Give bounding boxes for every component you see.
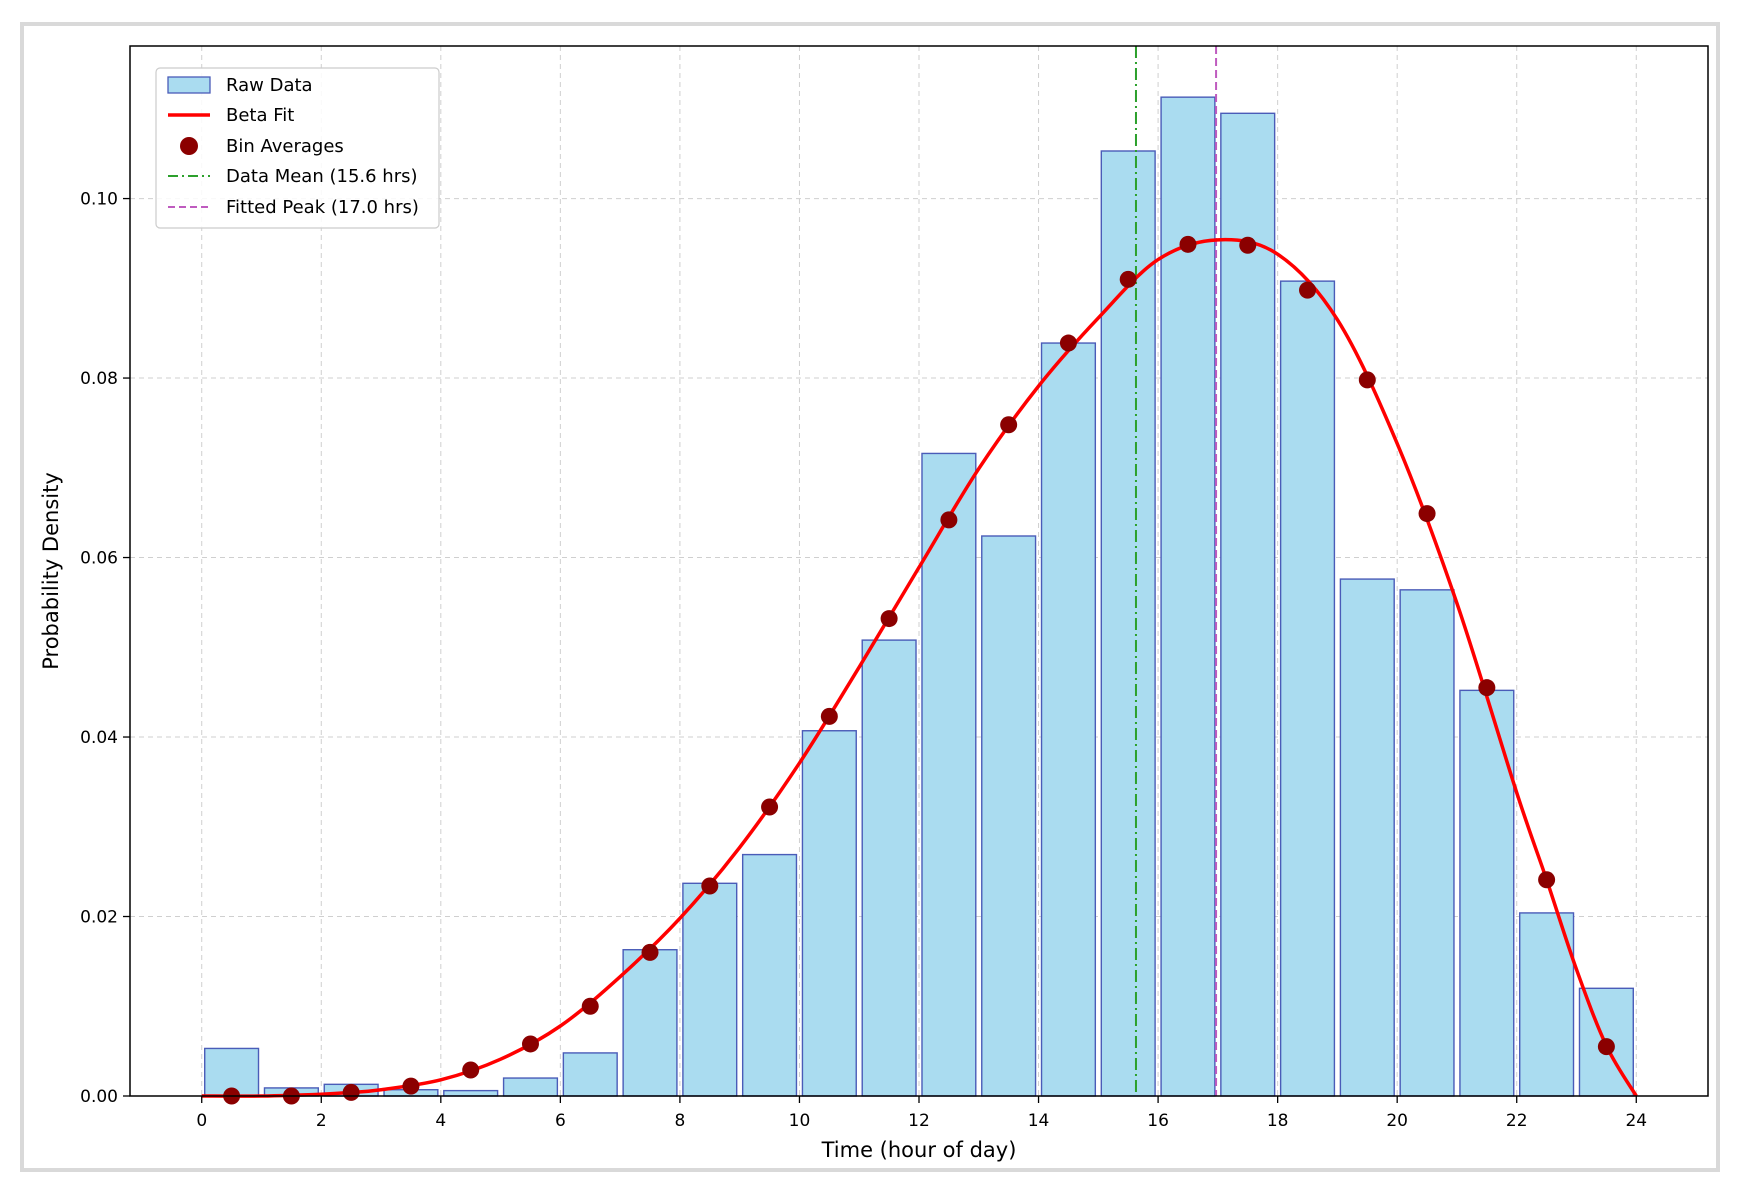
fit-curve (201, 237, 1638, 1098)
y-tick-label: 0.06 (80, 549, 118, 569)
bin-average-point (880, 610, 898, 628)
histogram-bar (502, 1077, 559, 1097)
histogram-bar (981, 535, 1037, 1097)
histogram-bar (1040, 342, 1097, 1097)
y-tick-label: 0.04 (80, 728, 118, 748)
bin-average-point (1179, 235, 1197, 253)
histogram-bar (1279, 280, 1336, 1097)
legend-swatch-bin-averages (180, 137, 198, 155)
bin-average-point (581, 997, 599, 1015)
x-axis-ticks: 0 2 4 6 8 10 12 14 16 18 20 22 24 (196, 1096, 1647, 1131)
x-tick-label: 12 (908, 1111, 930, 1131)
x-tick-label: 20 (1386, 1111, 1408, 1131)
bin-average-point (521, 1035, 539, 1053)
y-tick-label: 0.02 (80, 908, 118, 928)
bin-average-point (820, 707, 838, 725)
bin-average-point (1000, 416, 1018, 434)
histogram-bar (1399, 589, 1455, 1097)
histogram-bar (921, 452, 977, 1097)
y-tick-label: 0.08 (80, 369, 118, 389)
histogram-bar (622, 949, 678, 1097)
histogram-bar (861, 639, 917, 1097)
x-tick-label: 2 (316, 1111, 327, 1131)
bin-average-point (1418, 505, 1436, 523)
bin-average-point (761, 798, 779, 816)
bin-average-point (342, 1083, 360, 1101)
bin-average-points (223, 235, 1615, 1105)
bin-average-point (641, 943, 659, 961)
legend-label-fitted-peak: Fitted Peak (17.0 hrs) (226, 197, 419, 218)
legend: Raw Data Beta Fit Bin Averages Data Mean… (155, 67, 440, 229)
bin-average-point (462, 1061, 480, 1079)
histogram-bar (1100, 150, 1156, 1097)
bin-average-point (1478, 679, 1496, 697)
x-tick-label: 4 (435, 1111, 446, 1131)
histogram-bar (562, 1052, 618, 1097)
legend-label-bin-averages: Bin Averages (226, 136, 344, 157)
y-axis-title: Probability Density (39, 472, 63, 670)
bin-average-point (940, 511, 958, 529)
histogram-bar (682, 882, 738, 1097)
legend-label-raw-data: Raw Data (226, 75, 313, 96)
legend-swatch-raw-data (167, 76, 211, 94)
histogram-bar (741, 853, 798, 1097)
x-tick-label: 6 (555, 1111, 566, 1131)
y-tick-label: 0.00 (80, 1087, 118, 1107)
bin-average-point (701, 877, 719, 895)
bin-average-point (1059, 334, 1077, 352)
x-tick-label: 22 (1506, 1111, 1528, 1131)
bin-average-point (1358, 371, 1376, 389)
y-axis-ticks: 0.00 0.02 0.04 0.06 0.08 0.10 (80, 190, 130, 1107)
histogram-bar (1220, 112, 1276, 1097)
beta-fit-line (201, 237, 1638, 1098)
x-tick-label: 10 (789, 1111, 811, 1131)
legend-label-beta-fit: Beta Fit (226, 105, 294, 126)
bin-average-point (1299, 281, 1317, 299)
histogram-bar (1160, 96, 1216, 1097)
bin-average-point (1239, 236, 1257, 254)
x-tick-label: 14 (1028, 1111, 1050, 1131)
histogram-bars (204, 96, 1634, 1097)
x-tick-label: 18 (1267, 1111, 1289, 1131)
x-axis-title: Time (hour of day) (821, 1138, 1017, 1162)
reference-lines (1134, 46, 1218, 1096)
legend-label-data-mean: Data Mean (15.6 hrs) (226, 166, 418, 187)
histogram-bar (801, 730, 857, 1097)
histogram-bar (1459, 689, 1515, 1097)
x-tick-label: 0 (196, 1111, 207, 1131)
bin-average-point (1119, 270, 1137, 288)
bin-average-point (402, 1077, 420, 1095)
grid (130, 46, 1708, 1097)
histogram-bar (1339, 578, 1395, 1097)
x-tick-label: 8 (674, 1111, 685, 1131)
y-tick-label: 0.10 (80, 190, 118, 210)
x-tick-label: 16 (1147, 1111, 1169, 1131)
legend-box (155, 67, 440, 229)
histogram-bar (443, 1089, 499, 1097)
bin-average-point (1597, 1038, 1615, 1056)
bin-average-point (1538, 871, 1556, 889)
x-tick-label: 24 (1625, 1111, 1647, 1131)
